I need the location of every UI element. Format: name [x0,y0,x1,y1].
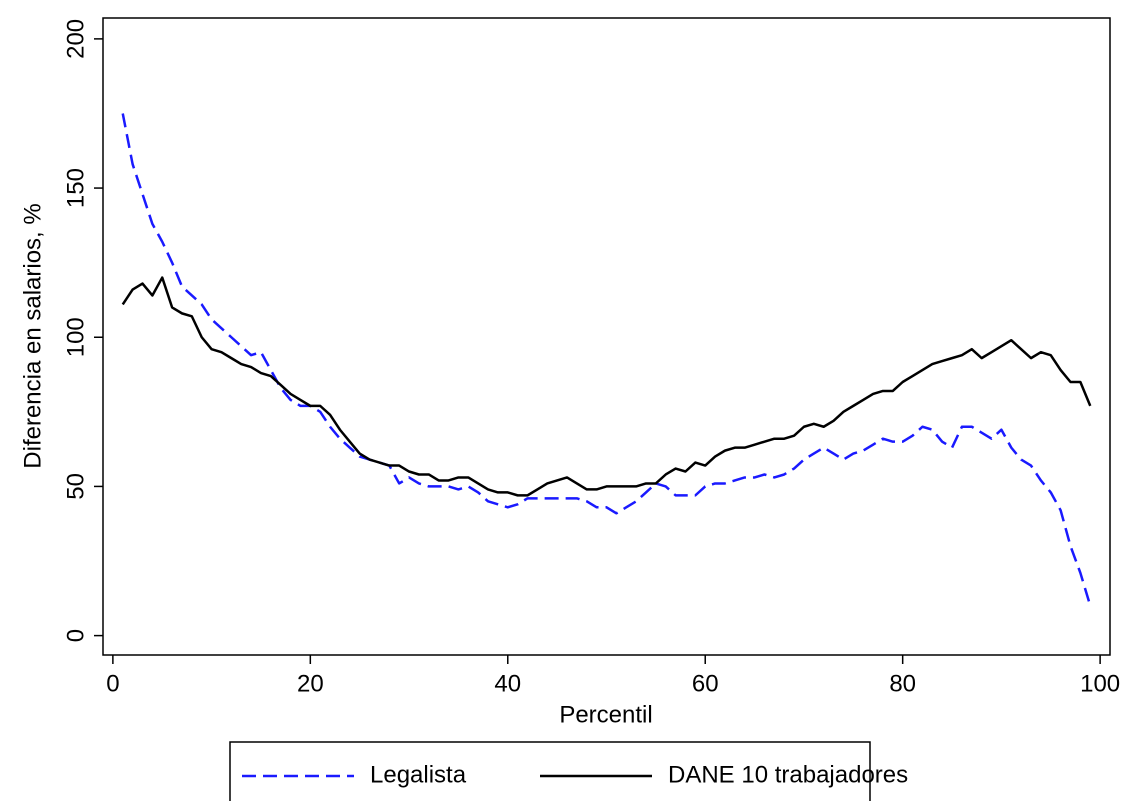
x-tick-label: 40 [494,670,521,697]
x-tick-label: 0 [106,670,119,697]
y-tick-label: 0 [62,629,89,642]
x-axis-label: Percentil [559,701,652,728]
x-tick-label: 80 [889,670,916,697]
series-line [121,276,1092,497]
series-line [121,113,1092,607]
legend-box [229,741,871,801]
plot-frame [102,17,1111,656]
legend-label: Legalista [370,761,467,788]
y-axis-label: Diferencia en salarios, % [19,203,46,468]
x-tick-label: 100 [1080,670,1120,697]
x-tick-label: 20 [297,670,324,697]
x-tick-label: 60 [692,670,719,697]
y-tick-label: 100 [62,317,89,357]
y-tick-label: 150 [62,168,89,208]
legend-label: DANE 10 trabajadores [668,761,908,788]
y-tick-label: 50 [62,473,89,500]
y-tick-label: 200 [62,19,89,59]
